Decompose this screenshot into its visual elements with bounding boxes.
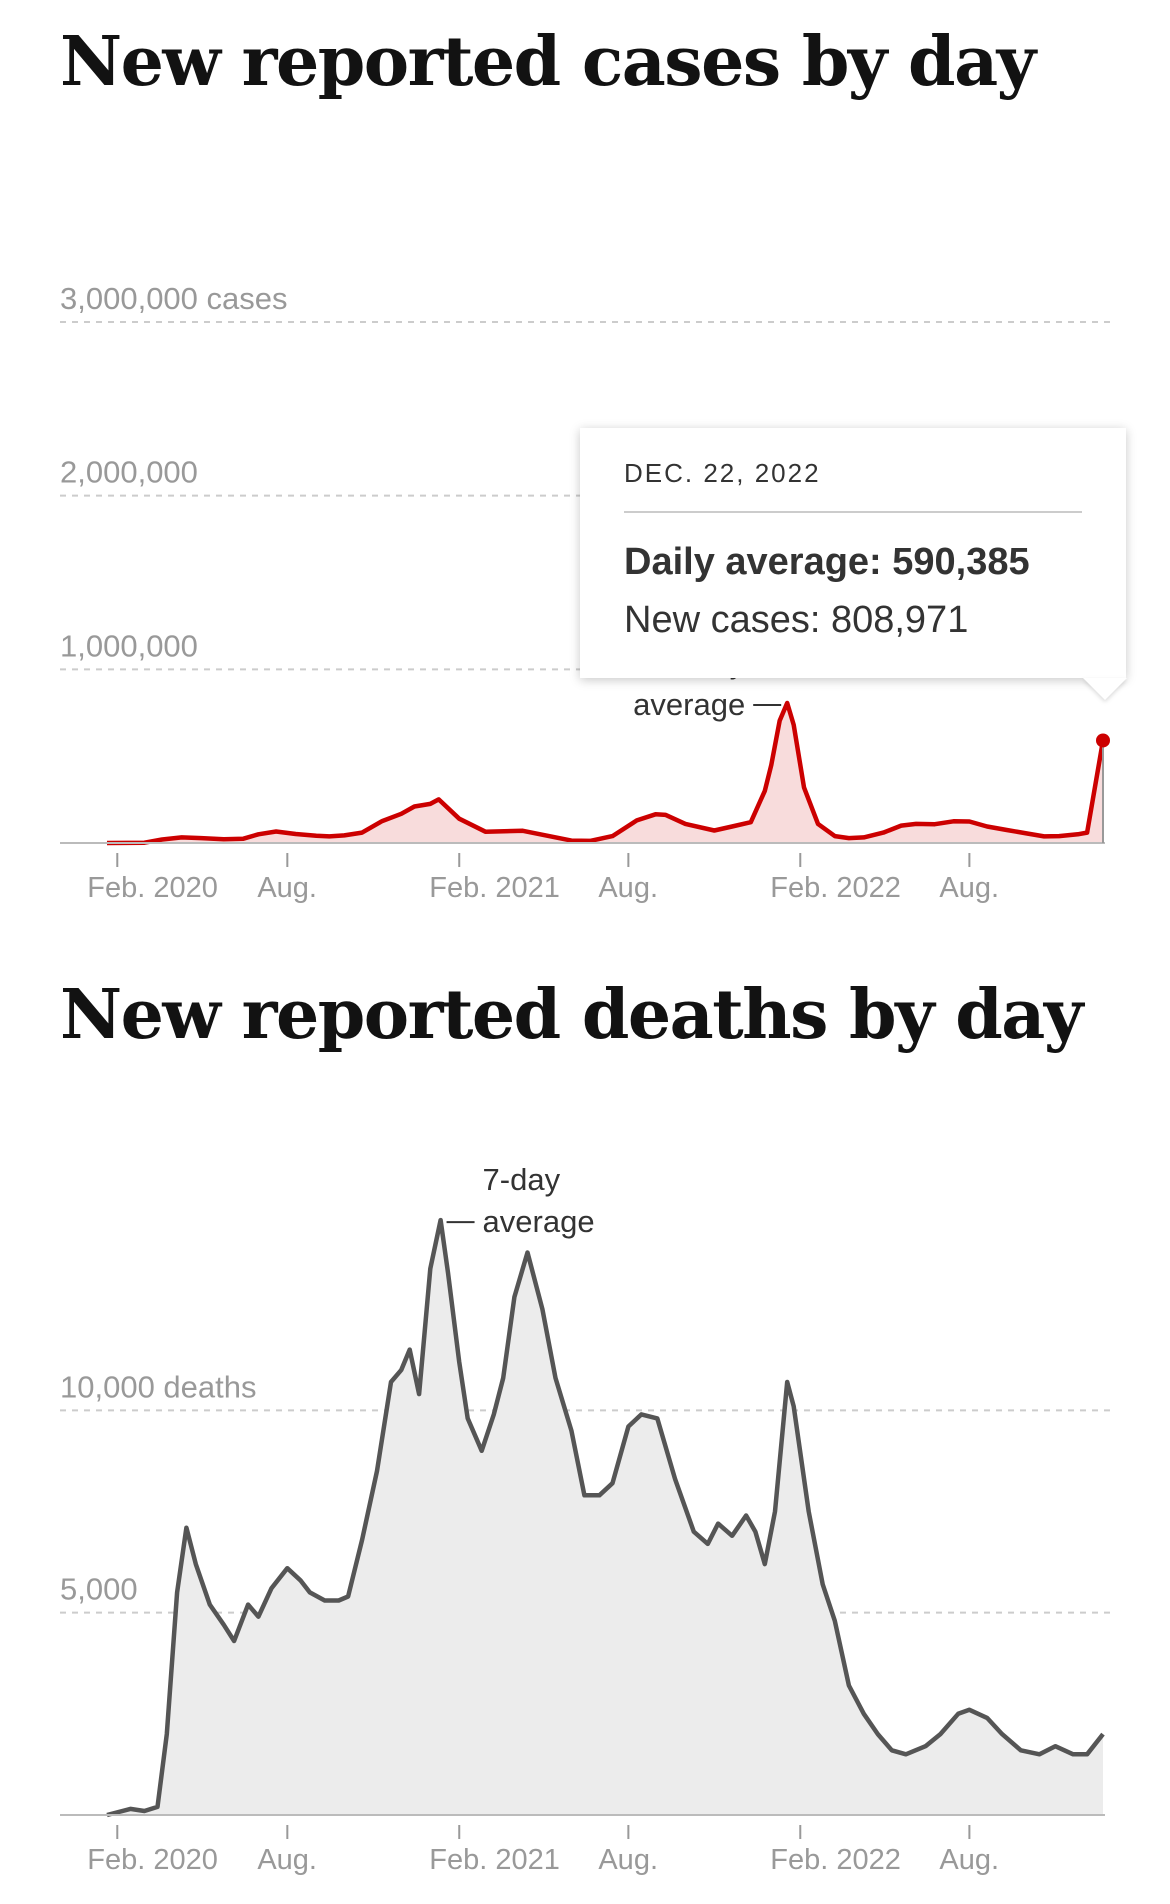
series-line — [106, 700, 1106, 846]
tooltip-date: DEC. 22, 2022 — [624, 458, 1082, 513]
annotation-label-line2: average — [483, 1204, 595, 1239]
annotation-label-line1: 7-day — [483, 1162, 561, 1197]
tooltip-new-cases-value: 808,971 — [830, 599, 969, 641]
series-area — [107, 1220, 1103, 1815]
y-tick-label: 3,000,000 cases — [60, 281, 288, 316]
x-tick-label: Aug. — [939, 872, 999, 904]
tooltip-pointer — [1083, 678, 1127, 700]
x-tick-label: Aug. — [939, 1844, 999, 1876]
cases-chart: 1,000,000 2,000,000 3,000,000 cases Feb. 20… — [60, 281, 1110, 904]
x-tick-label: Aug. — [598, 872, 658, 904]
x-tick-label: Feb. 2022 — [770, 872, 901, 904]
deaths-chart-title: New reported deaths by day — [60, 975, 1083, 1055]
cases-tooltip: DEC. 22, 2022 Daily average: 590,385 New… — [580, 428, 1127, 700]
series-line — [106, 1217, 1105, 1818]
tooltip-daily-average-label: Daily average: — [624, 541, 882, 583]
y-tick-label: 1,000,000 — [60, 628, 198, 663]
x-tick-label: Feb. 2021 — [429, 1844, 560, 1876]
tooltip-daily-average: Daily average: 590,385 — [624, 533, 1082, 591]
x-tick-label: Feb. 2022 — [770, 1844, 901, 1876]
x-tick-label: Feb. 2021 — [429, 872, 560, 904]
y-tick-label: 2,000,000 — [60, 455, 198, 490]
tooltip-new-cases-label: New cases: — [624, 599, 821, 641]
x-tick-label: Feb. 2020 — [87, 872, 218, 904]
x-tick-label: Aug. — [598, 1844, 658, 1876]
cases-chart-title: New reported cases by day — [60, 22, 1036, 102]
y-tick-label: 10,000 deaths — [60, 1369, 257, 1404]
tooltip-new-cases: New cases: 808,971 — [624, 591, 1082, 649]
x-tick-label: Aug. — [257, 1844, 317, 1876]
highlight-dot — [1096, 733, 1110, 748]
tooltip-daily-average-value: 590,385 — [892, 541, 1030, 583]
y-tick-label: 5,000 — [60, 1572, 138, 1607]
annotation-label-line2: average — [633, 687, 745, 722]
x-tick-label: Feb. 2020 — [87, 1844, 218, 1876]
x-tick-label: Aug. — [257, 872, 317, 904]
